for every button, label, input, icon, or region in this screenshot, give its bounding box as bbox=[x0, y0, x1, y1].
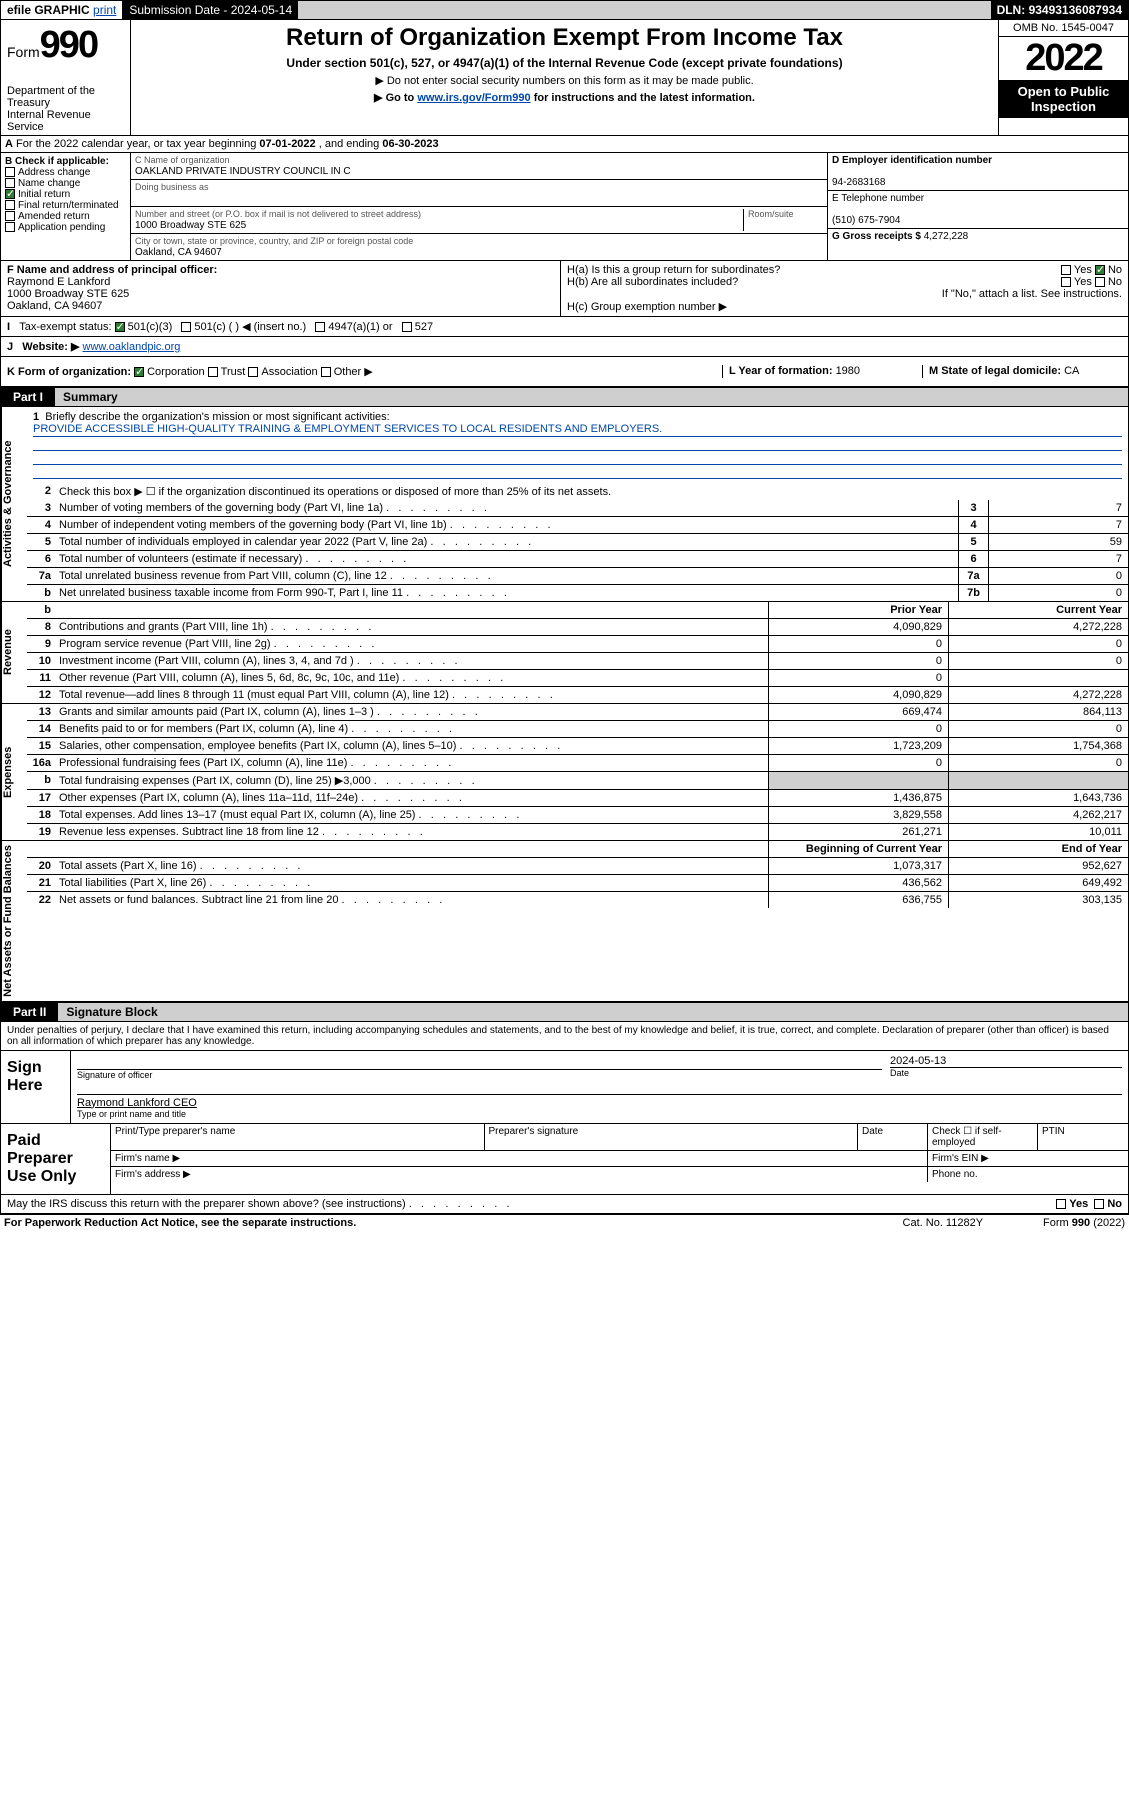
cb-hb-no[interactable] bbox=[1095, 277, 1105, 287]
col-c: C Name of organizationOAKLAND PRIVATE IN… bbox=[131, 153, 828, 260]
efile-label: efile GRAPHIC print bbox=[1, 1, 123, 19]
org-address: 1000 Broadway STE 625 bbox=[135, 220, 246, 231]
rev-line: 12Total revenue—add lines 8 through 11 (… bbox=[27, 687, 1128, 703]
ein: 94-2683168 bbox=[832, 177, 885, 188]
exp-line: 19Revenue less expenses. Subtract line 1… bbox=[27, 824, 1128, 840]
dept-treasury: Department of the TreasuryInternal Reven… bbox=[7, 85, 124, 133]
instructions-link-row: ▶ Go to www.irs.gov/Form990 for instruct… bbox=[137, 91, 992, 104]
top-bar: efile GRAPHIC print Submission Date - 20… bbox=[0, 0, 1129, 20]
cb-ha-no[interactable] bbox=[1095, 265, 1105, 275]
irs-link[interactable]: www.irs.gov/Form990 bbox=[417, 92, 530, 104]
block-bcd: B Check if applicable: Address change Na… bbox=[0, 153, 1129, 261]
cb-527[interactable] bbox=[402, 322, 412, 332]
cb-corp[interactable] bbox=[134, 367, 144, 377]
col-deg: D Employer identification number94-26831… bbox=[828, 153, 1128, 260]
year-formation: 1980 bbox=[836, 365, 860, 377]
form-number: Form990 bbox=[7, 24, 124, 67]
sig-date: 2024-05-13 bbox=[890, 1055, 946, 1067]
rev-line: 11Other revenue (Part VIII, column (A), … bbox=[27, 670, 1128, 687]
cb-hb-yes[interactable] bbox=[1061, 277, 1071, 287]
state-domicile: CA bbox=[1064, 365, 1079, 377]
form-header: Form990 Department of the TreasuryIntern… bbox=[0, 20, 1129, 136]
website-link[interactable]: www.oaklandpic.org bbox=[83, 341, 181, 353]
rev-line: 9Program service revenue (Part VIII, lin… bbox=[27, 636, 1128, 653]
section-revenue: Revenue bPrior YearCurrent Year 8Contrib… bbox=[0, 602, 1129, 704]
exp-line: 13Grants and similar amounts paid (Part … bbox=[27, 704, 1128, 721]
part1-header: Part I Summary bbox=[0, 387, 1129, 407]
gov-line: 6Total number of volunteers (estimate if… bbox=[27, 551, 1128, 568]
na-line: 20Total assets (Part X, line 16) 1,073,3… bbox=[27, 858, 1128, 875]
submission-date: Submission Date - 2024-05-14 bbox=[123, 1, 298, 19]
exp-line: 15Salaries, other compensation, employee… bbox=[27, 738, 1128, 755]
na-line: 21Total liabilities (Part X, line 26) 43… bbox=[27, 875, 1128, 892]
gov-line: 3Number of voting members of the governi… bbox=[27, 500, 1128, 517]
row-j: J Website: ▶ www.oaklandpic.org bbox=[0, 337, 1129, 357]
open-to-public: Open to Public Inspection bbox=[999, 80, 1128, 118]
exp-line: 16aProfessional fundraising fees (Part I… bbox=[27, 755, 1128, 772]
rev-line: 8Contributions and grants (Part VIII, li… bbox=[27, 619, 1128, 636]
print-link[interactable]: print bbox=[93, 3, 116, 17]
cb-final-return[interactable] bbox=[5, 200, 15, 210]
part2-header: Part II Signature Block bbox=[0, 1002, 1129, 1022]
cb-501c[interactable] bbox=[181, 322, 191, 332]
dln: DLN: 93493136087934 bbox=[991, 1, 1128, 19]
exp-line: bTotal fundraising expenses (Part IX, co… bbox=[27, 772, 1128, 790]
row-i: I Tax-exempt status: 501(c)(3) 501(c) ( … bbox=[0, 317, 1129, 337]
cb-ha-yes[interactable] bbox=[1061, 265, 1071, 275]
form-title: Return of Organization Exempt From Incom… bbox=[137, 24, 992, 52]
gov-line: 4Number of independent voting members of… bbox=[27, 517, 1128, 534]
org-name: OAKLAND PRIVATE INDUSTRY COUNCIL IN C bbox=[135, 166, 351, 177]
cb-address-change[interactable] bbox=[5, 167, 15, 177]
sig-declaration: Under penalties of perjury, I declare th… bbox=[0, 1022, 1129, 1051]
form-subtitle: Under section 501(c), 527, or 4947(a)(1)… bbox=[137, 56, 992, 70]
phone: (510) 675-7904 bbox=[832, 215, 900, 226]
cb-assoc[interactable] bbox=[248, 367, 258, 377]
block-fh: F Name and address of principal officer:… bbox=[0, 261, 1129, 317]
cb-app-pending[interactable] bbox=[5, 222, 15, 232]
exp-line: 18Total expenses. Add lines 13–17 (must … bbox=[27, 807, 1128, 824]
officer-name: Raymond E Lankford bbox=[7, 276, 110, 288]
cb-501c3[interactable] bbox=[115, 322, 125, 332]
col-b: B Check if applicable: Address change Na… bbox=[1, 153, 131, 260]
gov-line: bNet unrelated business taxable income f… bbox=[27, 585, 1128, 601]
section-expenses: Expenses 13Grants and similar amounts pa… bbox=[0, 704, 1129, 841]
officer-name-title: Raymond Lankford CEO bbox=[77, 1097, 197, 1109]
exp-line: 17Other expenses (Part IX, column (A), l… bbox=[27, 790, 1128, 807]
cb-trust[interactable] bbox=[208, 367, 218, 377]
na-line: 22Net assets or fund balances. Subtract … bbox=[27, 892, 1128, 908]
tax-year: 2022 bbox=[999, 37, 1128, 80]
omb-number: OMB No. 1545-0047 bbox=[999, 20, 1128, 37]
mission-text: PROVIDE ACCESSIBLE HIGH-QUALITY TRAINING… bbox=[33, 423, 1122, 437]
org-city: Oakland, CA 94607 bbox=[135, 247, 222, 258]
section-activities-governance: Activities & Governance 1 Briefly descri… bbox=[0, 407, 1129, 602]
gov-line: 5Total number of individuals employed in… bbox=[27, 534, 1128, 551]
footer: For Paperwork Reduction Act Notice, see … bbox=[0, 1214, 1129, 1231]
cb-initial-return[interactable] bbox=[5, 189, 15, 199]
cb-amended[interactable] bbox=[5, 211, 15, 221]
sign-here: Sign Here Signature of officer 2024-05-1… bbox=[0, 1051, 1129, 1124]
discuss-row: May the IRS discuss this return with the… bbox=[0, 1195, 1129, 1214]
cb-4947[interactable] bbox=[315, 322, 325, 332]
gov-line: 7aTotal unrelated business revenue from … bbox=[27, 568, 1128, 585]
gross-receipts: 4,272,228 bbox=[924, 231, 969, 242]
ssn-warning: ▶ Do not enter social security numbers o… bbox=[137, 74, 992, 87]
paid-preparer: Paid Preparer Use Only Print/Type prepar… bbox=[0, 1124, 1129, 1195]
section-net-assets: Net Assets or Fund Balances Beginning of… bbox=[0, 841, 1129, 1002]
exp-line: 14Benefits paid to or for members (Part … bbox=[27, 721, 1128, 738]
cb-discuss-no[interactable] bbox=[1094, 1199, 1104, 1209]
row-a-taxyear: A For the 2022 calendar year, or tax yea… bbox=[0, 136, 1129, 153]
cb-discuss-yes[interactable] bbox=[1056, 1199, 1066, 1209]
rev-line: 10Investment income (Part VIII, column (… bbox=[27, 653, 1128, 670]
row-klm: K Form of organization: Corporation Trus… bbox=[0, 357, 1129, 387]
cb-other[interactable] bbox=[321, 367, 331, 377]
